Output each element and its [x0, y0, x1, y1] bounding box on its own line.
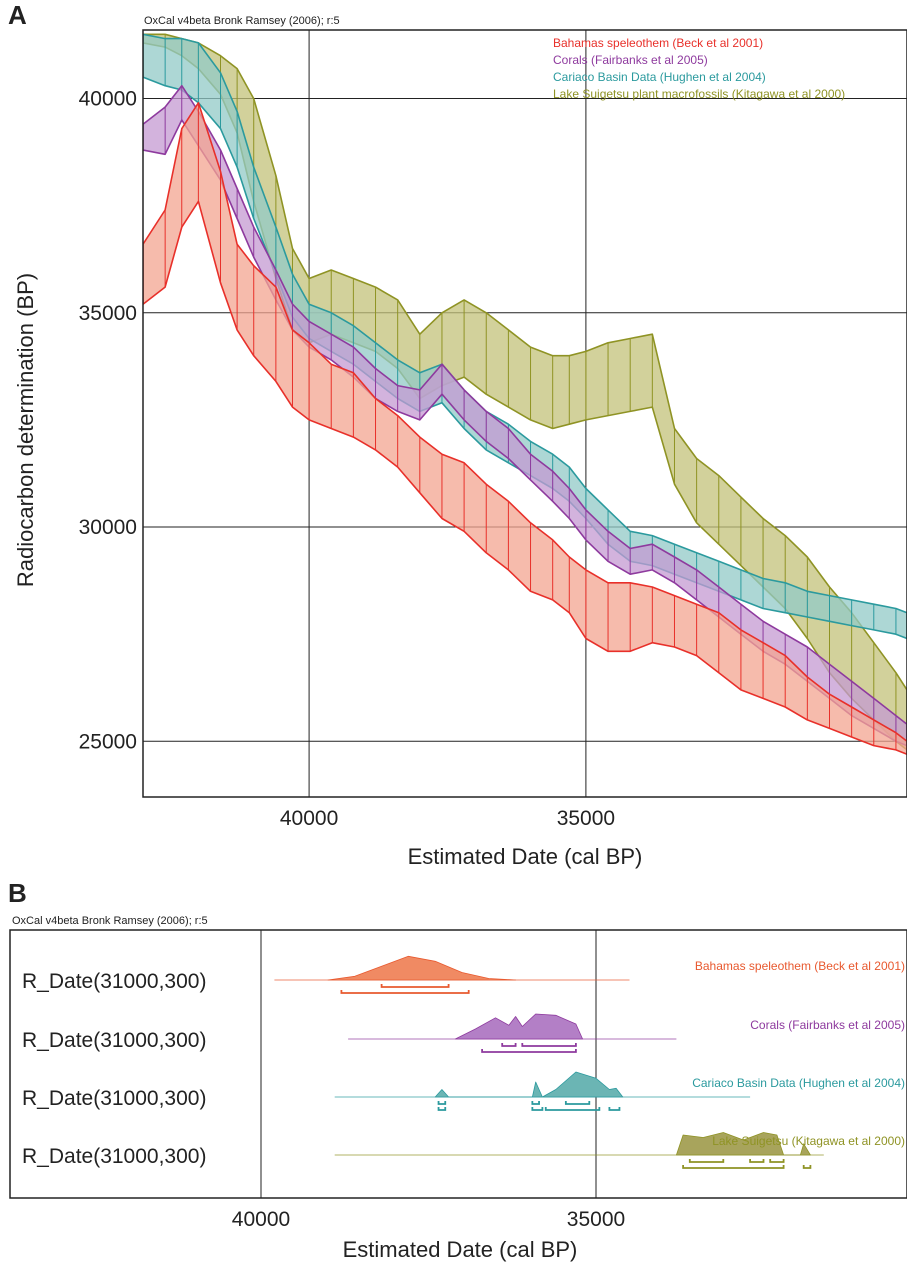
- bahamas-band: [143, 102, 907, 755]
- cariaco-range-bracket: [564, 1101, 591, 1105]
- panel-a-ytick-label: 40000: [79, 88, 137, 111]
- panel-a-ytick-label: 35000: [79, 302, 137, 325]
- panel-a-xtick-label: 35000: [557, 807, 615, 830]
- panel-a-bands: [143, 33, 907, 755]
- panel-a-ylabel: Radiocarbon determination (BP): [13, 273, 38, 587]
- suigetsu-range-bracket: [682, 1165, 785, 1169]
- legend-entry: Bahamas speleothem (Beck et al 2001): [553, 36, 763, 50]
- bahamas-density: [327, 955, 516, 981]
- suigetsu-range-bracket: [802, 1165, 812, 1169]
- panel-b-credit: OxCal v4beta Bronk Ramsey (2006); r:5: [12, 915, 208, 927]
- cariaco-range-bracket: [544, 1107, 601, 1111]
- cariaco-range-bracket: [608, 1107, 621, 1111]
- suigetsu-range-bracket: [688, 1159, 725, 1163]
- row-label: R_Date(31000,300): [22, 970, 206, 993]
- suigetsu-density: [676, 1132, 811, 1156]
- panel-b-xlabel: Estimated Date (cal BP): [343, 1237, 578, 1262]
- cariaco-range-bracket: [437, 1101, 447, 1105]
- panel-b-frame: [9, 929, 907, 1199]
- panel-a-legend: Bahamas speleothem (Beck et al 2001) Cora…: [553, 36, 845, 101]
- panel-a-xtick-label: 40000: [280, 807, 338, 830]
- panel-letter-b: B: [8, 878, 27, 908]
- panel-a-ytick-label: 30000: [79, 516, 137, 539]
- corals-density: [454, 1013, 583, 1040]
- bahamas-row-name: Bahamas speleothem (Beck et al 2001): [695, 959, 905, 973]
- panel-b-xtick-label: 35000: [567, 1208, 625, 1231]
- panel-b-rows: [274, 955, 824, 1169]
- bahamas-range-bracket: [380, 984, 450, 988]
- panel-a-plot: 40000 35000 40000 35000 30000 25000: [79, 30, 907, 830]
- cariaco-row-name: Cariaco Basin Data (Hughen et al 2004): [692, 1076, 905, 1090]
- cariaco-density: [434, 1071, 624, 1098]
- panel-a-frame: [142, 29, 907, 798]
- panel-a-xlabel: Estimated Date (cal BP): [408, 844, 643, 869]
- corals-range-bracket: [521, 1043, 577, 1047]
- panel-b-plot: 40000 35000 R_Date(31000,300) Bahamas spele…: [22, 930, 905, 1231]
- cariaco-range-bracket: [437, 1107, 447, 1111]
- cariaco-range-bracket: [531, 1107, 544, 1111]
- corals-row-name: Corals (Fairbanks et al 2005): [750, 1018, 905, 1032]
- suigetsu-range-bracket: [749, 1159, 765, 1163]
- suigetsu-range-bracket: [769, 1159, 785, 1163]
- corals-range-bracket: [501, 1043, 517, 1047]
- panel-a-ytick-label: 25000: [79, 730, 137, 753]
- bahamas-range-bracket: [340, 990, 470, 994]
- legend-entry: Cariaco Basin Data (Hughen et al 2004): [553, 70, 766, 84]
- panel-a-credit: OxCal v4beta Bronk Ramsey (2006); r:5: [144, 15, 340, 27]
- cariaco-range-bracket: [531, 1101, 540, 1105]
- suigetsu-row-name: Lake Suigetsu (Kitagawa et al 2000): [712, 1134, 905, 1148]
- row-label: R_Date(31000,300): [22, 1087, 206, 1110]
- corals-range-bracket: [481, 1049, 577, 1053]
- panel-b-xtick-label: 40000: [232, 1208, 290, 1231]
- legend-entry: Corals (Fairbanks et al 2005): [553, 53, 708, 67]
- panel-letter-a: A: [8, 0, 27, 30]
- legend-entry: Lake Suigetsu plant macrofossils (Kitaga…: [553, 87, 845, 101]
- row-label: R_Date(31000,300): [22, 1029, 206, 1052]
- row-label: R_Date(31000,300): [22, 1145, 206, 1168]
